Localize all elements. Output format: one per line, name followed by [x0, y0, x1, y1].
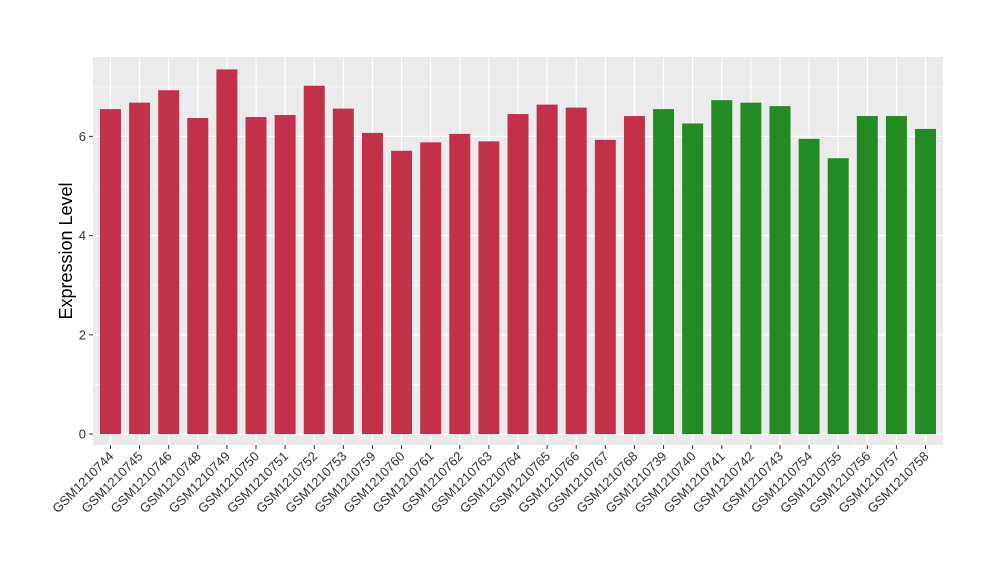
bar [245, 117, 267, 435]
bar [769, 106, 791, 435]
bar [478, 141, 500, 435]
y-tick-label: 4 [79, 228, 86, 243]
bar [653, 109, 675, 435]
bar [158, 90, 180, 435]
bar [565, 107, 587, 435]
bar [623, 116, 645, 435]
bar [536, 104, 558, 435]
y-axis-title: Expression Level [56, 182, 76, 319]
bar [187, 118, 209, 435]
bar [449, 133, 471, 435]
x-axis-ticks: GSM1210744GSM1210745GSM1210746GSM1210748… [49, 445, 932, 516]
bar [216, 69, 238, 435]
bar [274, 115, 296, 435]
bar [798, 138, 820, 435]
bar [507, 114, 529, 435]
bar [856, 116, 878, 435]
bar [740, 102, 762, 435]
bar [682, 123, 704, 435]
bar [99, 109, 121, 435]
y-tick-label: 0 [79, 427, 86, 442]
bar [827, 158, 849, 435]
y-tick-label: 2 [79, 327, 86, 342]
y-axis-ticks: 0 2 4 6 [79, 129, 93, 442]
y-tick-label: 6 [79, 129, 86, 144]
bar [129, 102, 151, 435]
bar [303, 85, 325, 435]
bar [915, 128, 937, 435]
bar-series [99, 69, 937, 435]
bar [391, 150, 413, 435]
bar [594, 139, 616, 435]
bar [885, 116, 907, 435]
bar [420, 142, 442, 435]
bar [361, 132, 383, 435]
bar [711, 100, 733, 435]
bar [332, 108, 354, 435]
